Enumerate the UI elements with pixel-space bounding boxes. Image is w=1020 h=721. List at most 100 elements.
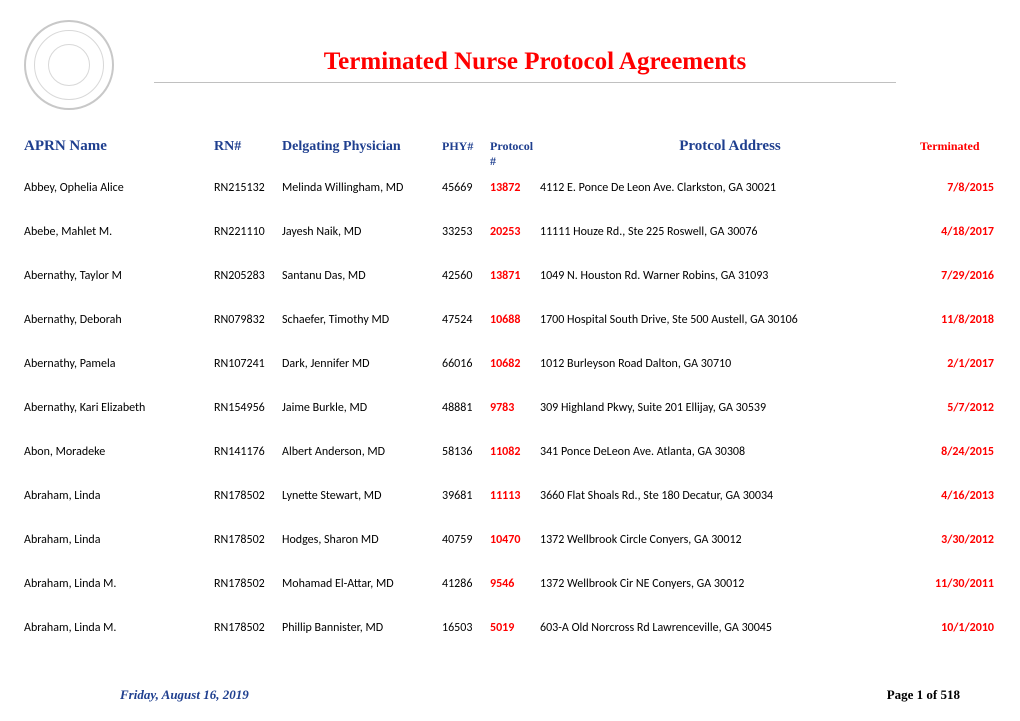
cell-physician: Melinda Willingham, MD: [282, 181, 442, 195]
cell-rn: RN141176: [214, 445, 282, 459]
cell-name: Abon, Moradeke: [24, 445, 214, 459]
cell-address: 603-A Old Norcross Rd Lawrenceville, GA …: [540, 621, 920, 635]
cell-terminated: 4/18/2017: [920, 225, 994, 239]
title-wrap: Terminated Nurse Protocol Agreements: [114, 48, 996, 83]
cell-address: 309 Highland Pkwy, Suite 201 Ellijay, GA…: [540, 401, 920, 415]
cell-address: 1049 N. Houston Rd. Warner Robins, GA 31…: [540, 269, 920, 283]
header-protocol: Protocol #: [490, 139, 540, 169]
cell-terminated: 11/30/2011: [920, 577, 994, 591]
cell-rn: RN178502: [214, 489, 282, 503]
cell-rn: RN215132: [214, 181, 282, 195]
cell-name: Abraham, Linda: [24, 533, 214, 547]
cell-name: Abebe, Mahlet M.: [24, 225, 214, 239]
cell-address: 1700 Hospital South Drive, Ste 500 Auste…: [540, 313, 920, 327]
column-headers: APRN Name RN# Delgating Physician PHY# P…: [24, 138, 996, 169]
cell-terminated: 7/8/2015: [920, 181, 994, 195]
header-physician: Delgating Physician: [282, 139, 442, 155]
report-page: Terminated Nurse Protocol Agreements APR…: [0, 0, 1020, 635]
header-phy: PHY#: [442, 139, 490, 154]
cell-protocol: 5019: [490, 621, 540, 635]
cell-protocol: 10682: [490, 357, 540, 371]
data-rows: Abbey, Ophelia AliceRN215132Melinda Will…: [24, 181, 996, 635]
cell-terminated: 11/8/2018: [920, 313, 994, 327]
table-row: Abernathy, Kari ElizabethRN154956Jaime B…: [24, 401, 996, 415]
cell-phy: 42560: [442, 269, 490, 283]
cell-phy: 48881: [442, 401, 490, 415]
cell-address: 3660 Flat Shoals Rd., Ste 180 Decatur, G…: [540, 489, 920, 503]
header-terminated: Terminated: [920, 139, 994, 154]
cell-terminated: 4/16/2013: [920, 489, 994, 503]
page-footer: Friday, August 16, 2019 Page 1 of 518: [0, 687, 1020, 703]
cell-rn: RN221110: [214, 225, 282, 239]
cell-rn: RN205283: [214, 269, 282, 283]
cell-terminated: 2/1/2017: [920, 357, 994, 371]
cell-terminated: 8/24/2015: [920, 445, 994, 459]
cell-phy: 33253: [442, 225, 490, 239]
cell-phy: 39681: [442, 489, 490, 503]
cell-name: Abraham, Linda M.: [24, 577, 214, 591]
cell-address: 1012 Burleyson Road Dalton, GA 30710: [540, 357, 920, 371]
cell-rn: RN178502: [214, 533, 282, 547]
header-name: APRN Name: [24, 138, 214, 155]
cell-phy: 47524: [442, 313, 490, 327]
cell-phy: 16503: [442, 621, 490, 635]
cell-protocol: 9546: [490, 577, 540, 591]
cell-physician: Phillip Bannister, MD: [282, 621, 442, 635]
cell-physician: Jayesh Naik, MD: [282, 225, 442, 239]
cell-rn: RN154956: [214, 401, 282, 415]
table-row: Abraham, LindaRN178502Lynette Stewart, M…: [24, 489, 996, 503]
cell-name: Abernathy, Pamela: [24, 357, 214, 371]
table-row: Abraham, Linda M.RN178502Mohamad El-Atta…: [24, 577, 996, 591]
footer-date: Friday, August 16, 2019: [120, 687, 249, 703]
cell-physician: Jaime Burkle, MD: [282, 401, 442, 415]
cell-physician: Mohamad El-Attar, MD: [282, 577, 442, 591]
cell-terminated: 7/29/2016: [920, 269, 994, 283]
cell-phy: 58136: [442, 445, 490, 459]
table-row: Abon, MoradekeRN141176Albert Anderson, M…: [24, 445, 996, 459]
cell-protocol: 10688: [490, 313, 540, 327]
cell-physician: Hodges, Sharon MD: [282, 533, 442, 547]
state-seal-icon: [24, 20, 114, 110]
cell-name: Abernathy, Kari Elizabeth: [24, 401, 214, 415]
cell-protocol: 9783: [490, 401, 540, 415]
table-row: Abernathy, PamelaRN107241Dark, Jennifer …: [24, 357, 996, 371]
table-row: Abraham, LindaRN178502Hodges, Sharon MD4…: [24, 533, 996, 547]
cell-address: 341 Ponce DeLeon Ave. Atlanta, GA 30308: [540, 445, 920, 459]
cell-terminated: 10/1/2010: [920, 621, 994, 635]
cell-address: 1372 Wellbrook Circle Conyers, GA 30012: [540, 533, 920, 547]
table-row: Abernathy, Taylor MRN205283Santanu Das, …: [24, 269, 996, 283]
header-row: Terminated Nurse Protocol Agreements: [24, 20, 996, 110]
cell-phy: 66016: [442, 357, 490, 371]
cell-rn: RN107241: [214, 357, 282, 371]
footer-page: Page 1 of 518: [887, 687, 960, 703]
header-rn: RN#: [214, 139, 282, 155]
cell-protocol: 13872: [490, 181, 540, 195]
table-row: Abraham, Linda M.RN178502Phillip Bannist…: [24, 621, 996, 635]
cell-physician: Lynette Stewart, MD: [282, 489, 442, 503]
cell-rn: RN178502: [214, 577, 282, 591]
cell-phy: 45669: [442, 181, 490, 195]
cell-protocol: 10470: [490, 533, 540, 547]
cell-phy: 40759: [442, 533, 490, 547]
cell-name: Abernathy, Deborah: [24, 313, 214, 327]
cell-rn: RN178502: [214, 621, 282, 635]
cell-address: 4112 E. Ponce De Leon Ave. Clarkston, GA…: [540, 181, 920, 195]
cell-name: Abernathy, Taylor M: [24, 269, 214, 283]
cell-address: 1372 Wellbrook Cir NE Conyers, GA 30012: [540, 577, 920, 591]
cell-rn: RN079832: [214, 313, 282, 327]
cell-physician: Schaefer, Timothy MD: [282, 313, 442, 327]
cell-physician: Dark, Jennifer MD: [282, 357, 442, 371]
table-row: Abebe, Mahlet M.RN221110Jayesh Naik, MD3…: [24, 225, 996, 239]
cell-protocol: 11113: [490, 489, 540, 503]
cell-name: Abbey, Ophelia Alice: [24, 181, 214, 195]
cell-terminated: 3/30/2012: [920, 533, 994, 547]
cell-name: Abraham, Linda M.: [24, 621, 214, 635]
cell-phy: 41286: [442, 577, 490, 591]
header-address: Protcol Address: [540, 138, 920, 155]
cell-protocol: 13871: [490, 269, 540, 283]
table-row: Abernathy, DeborahRN079832Schaefer, Timo…: [24, 313, 996, 327]
cell-protocol: 20253: [490, 225, 540, 239]
table-row: Abbey, Ophelia AliceRN215132Melinda Will…: [24, 181, 996, 195]
title-rule: [154, 82, 896, 83]
cell-name: Abraham, Linda: [24, 489, 214, 503]
